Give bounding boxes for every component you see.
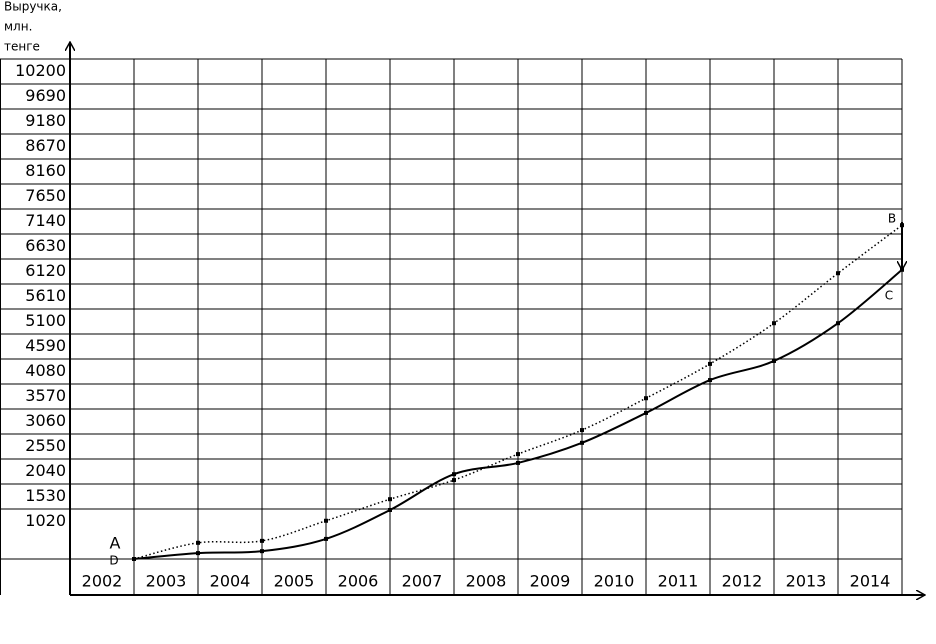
x-tick-label: 2005 [274,572,315,591]
y-tick-label: 9180 [25,111,66,130]
x-tick-label: 2003 [146,572,187,591]
point [516,460,520,465]
grid [0,58,903,595]
point [324,536,328,541]
point [452,472,456,477]
annotation: B [888,212,896,226]
point [836,321,840,326]
annotation: C [885,288,893,302]
x-tick-label: 2013 [786,572,827,591]
point [452,478,456,483]
y-tick-label: 4590 [25,336,66,355]
y-tick-label: 3570 [25,386,66,405]
point [708,378,712,383]
y-axis-label: Выручка, [4,0,62,14]
x-tick-label: 2014 [850,572,891,591]
y-tick-label: 8670 [25,136,66,155]
x-tick-label: 2012 [722,572,763,591]
point [772,321,776,326]
point [644,396,648,401]
y-tick-label: 7140 [25,211,66,230]
y-tick-label: 5610 [25,286,66,305]
point [644,410,648,415]
y-axis-label: млн. [4,20,32,34]
point [196,551,200,556]
point [900,223,904,228]
x-tick-label: 2011 [658,572,699,591]
y-tick-label: 7650 [25,186,66,205]
y-tick-label: 9690 [25,86,66,105]
point [580,440,584,445]
y-tick-label: 8160 [25,161,66,180]
y-axis-label: тенге [4,40,40,54]
point [708,361,712,366]
y-tick-label: 1530 [25,486,66,505]
point [836,271,840,276]
x-tick-label: 2006 [338,572,379,591]
x-tick-label: 2008 [466,572,507,591]
y-tick-label: 2550 [25,436,66,455]
point [580,428,584,433]
point [388,507,392,512]
y-tick-label: 6630 [25,236,66,255]
y-tick-label: 4080 [25,361,66,380]
y-tick-label: 10200 [15,61,66,80]
x-tick-label: 2007 [402,572,443,591]
point [772,358,776,363]
x-tick-label: 2010 [594,572,635,591]
y-tick-label: 3060 [25,411,66,430]
y-tick-label: 1020 [25,511,66,530]
y-tick-label: 2040 [25,461,66,480]
point [388,497,392,502]
y-tick-label: 5100 [25,311,66,330]
annotation: D [109,554,118,568]
point [196,540,200,545]
x-tick-label: 2004 [210,572,251,591]
point [132,557,136,561]
point [516,452,520,457]
annotation: A [110,534,121,553]
point [260,549,264,554]
x-tick-label: 2002 [82,572,123,591]
y-tick-label: 6120 [25,261,66,280]
x-tick-label: 2009 [530,572,571,591]
point [260,538,264,543]
point [324,518,328,523]
point [900,267,904,272]
